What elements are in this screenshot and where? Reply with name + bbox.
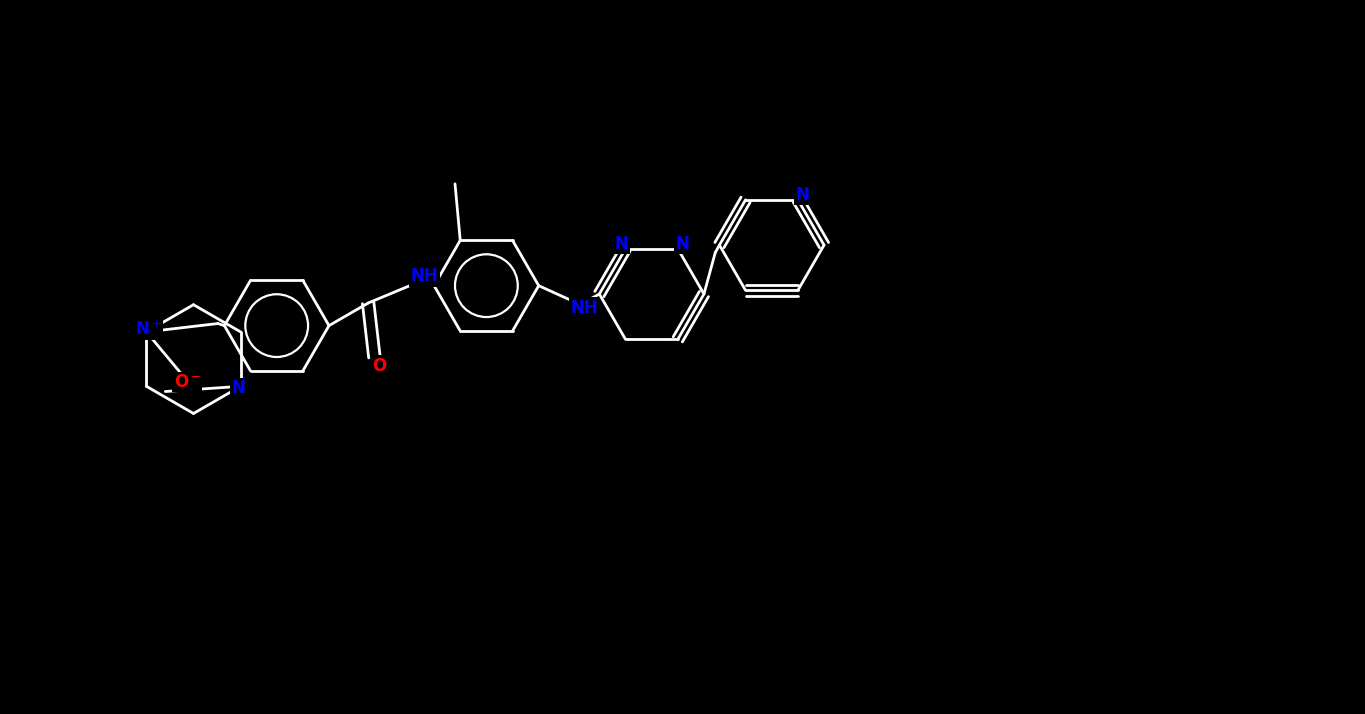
Text: N: N — [676, 234, 689, 253]
Text: O$^-$: O$^-$ — [173, 373, 201, 391]
Text: O: O — [373, 356, 386, 375]
Text: N$^+$: N$^+$ — [135, 319, 162, 338]
Text: NH: NH — [571, 298, 598, 316]
Text: N: N — [796, 186, 809, 203]
Text: N: N — [614, 234, 628, 253]
Text: NH: NH — [411, 267, 438, 286]
Text: N: N — [232, 379, 246, 398]
